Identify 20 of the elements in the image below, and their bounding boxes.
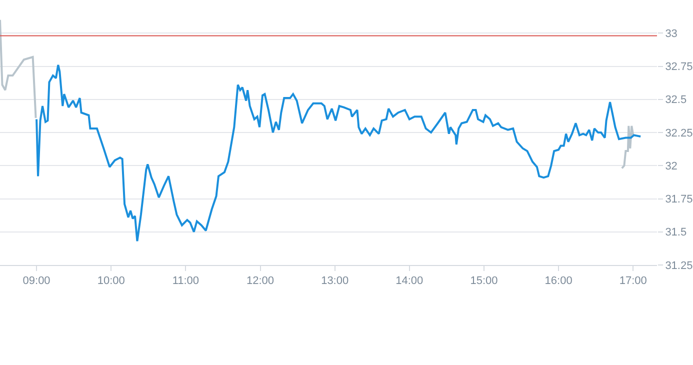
x-tick-label: 11:00: [172, 275, 200, 288]
line-series: [0, 18, 37, 119]
line-series: [36, 64, 642, 242]
x-tick-label: 15:00: [470, 275, 498, 288]
y-tick-label: 32.5: [665, 94, 687, 106]
y-tick-label: 31.5: [665, 226, 687, 239]
y-tick-label: 32.75: [665, 61, 693, 74]
y-tick-label: 31.25: [665, 260, 693, 272]
y-tick-label: 31.75: [665, 194, 693, 206]
x-tick-label: 14:00: [396, 275, 424, 288]
x-tick-label: 17:00: [619, 275, 647, 288]
line-series: [620, 124, 634, 170]
x-tick-label: 13:00: [321, 275, 349, 288]
x-tick-label: 10:00: [97, 275, 125, 288]
y-tick-label: 33: [665, 28, 678, 40]
y-tick-label: 32.25: [665, 127, 693, 140]
x-tick-label: 09:00: [22, 275, 50, 288]
y-tick-label: 32: [665, 160, 678, 172]
x-tick-label: 16:00: [544, 275, 572, 288]
x-tick-label: 12:00: [246, 275, 274, 288]
